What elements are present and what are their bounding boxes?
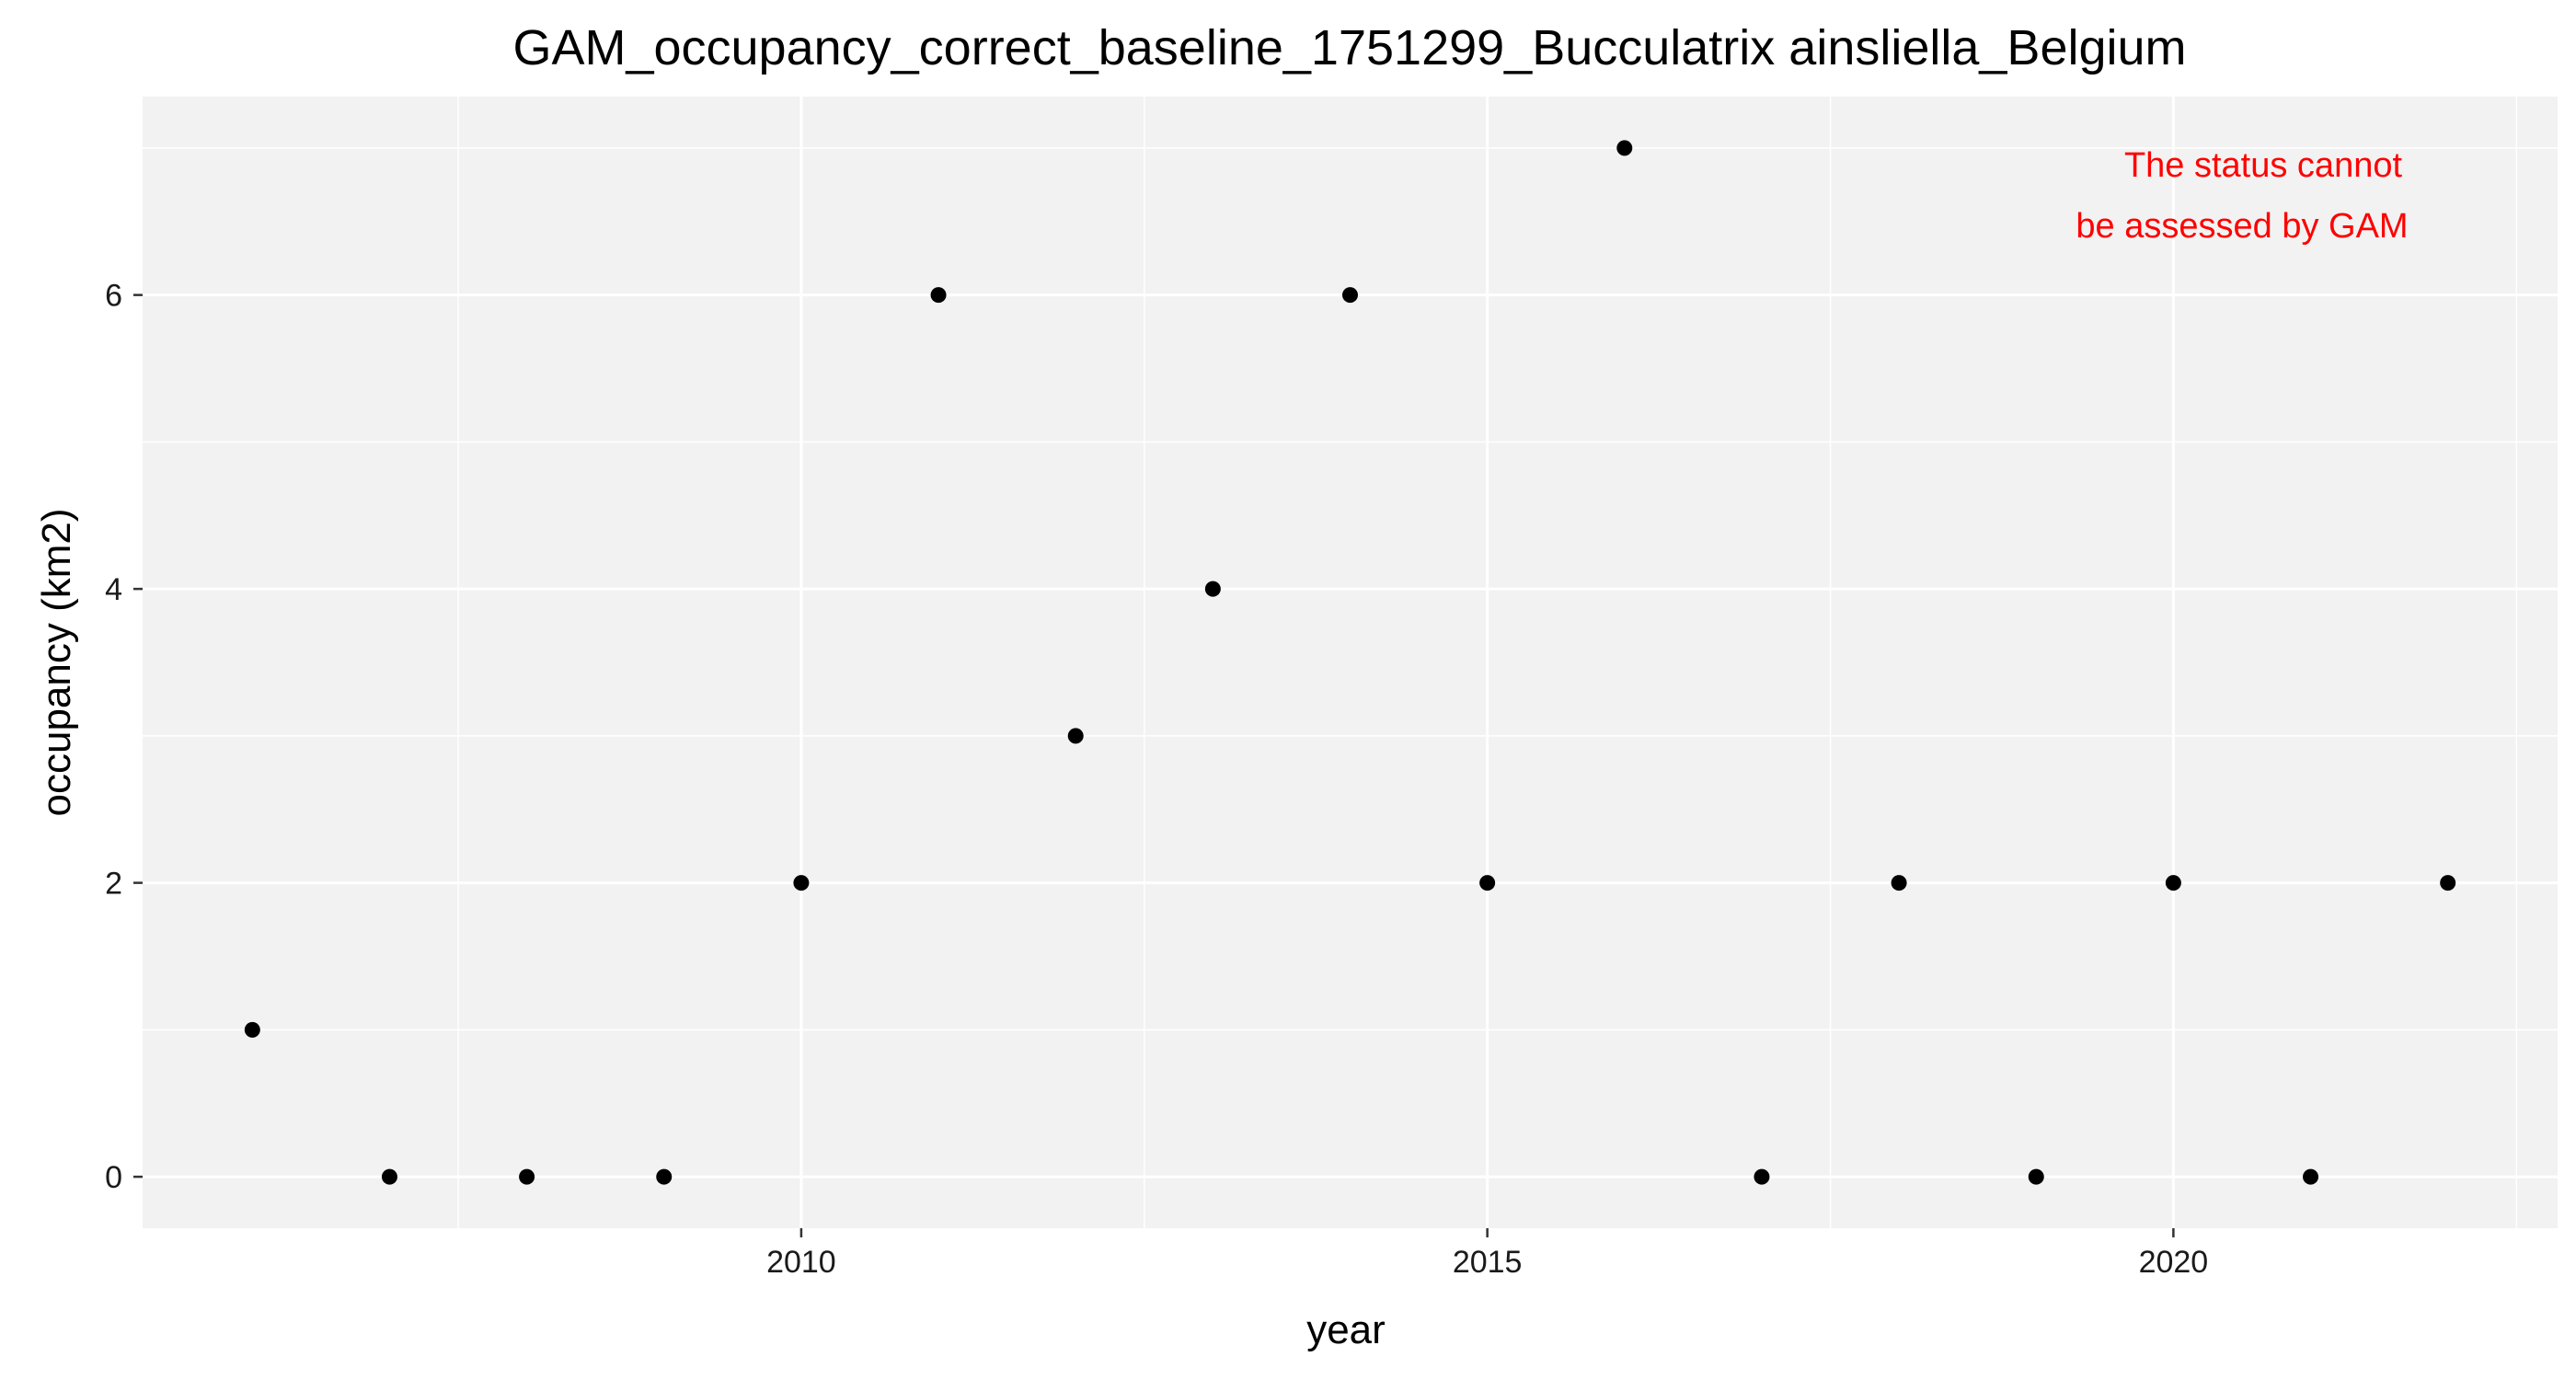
- y-tick-label: 2: [105, 867, 122, 902]
- data-points: [244, 140, 2456, 1185]
- annotation-line: The status cannot: [2124, 146, 2403, 185]
- annotation-line: be assessed by GAM: [2076, 207, 2408, 246]
- y-tick-label: 6: [105, 279, 122, 314]
- data-point: [930, 287, 947, 304]
- x-tick-label: 2020: [2139, 1245, 2209, 1280]
- data-point: [519, 1168, 535, 1185]
- y-axis-label: occupancy (km2): [34, 508, 79, 816]
- data-point: [1754, 1168, 1770, 1185]
- data-point: [1891, 875, 1907, 891]
- data-point: [1479, 875, 1496, 891]
- data-point: [1204, 581, 1221, 597]
- chart-title: GAM_occupancy_correct_baseline_1751299_B…: [512, 20, 2186, 75]
- data-point: [381, 1168, 397, 1185]
- data-point: [2440, 875, 2456, 891]
- status-annotation: The status cannot be assessed by GAM: [2076, 146, 2408, 246]
- data-point: [1342, 287, 1358, 304]
- data-point: [1067, 728, 1084, 744]
- plot-panel: [143, 97, 2558, 1228]
- y-tick-label: 0: [105, 1160, 122, 1195]
- data-point: [793, 875, 810, 891]
- axis-ticks: 2010 2015 2020 0 2 4 6: [105, 279, 2208, 1280]
- x-axis-label: year: [1306, 1307, 1386, 1352]
- data-point: [244, 1021, 260, 1038]
- data-point: [2028, 1168, 2044, 1185]
- data-point: [656, 1168, 673, 1185]
- data-point: [2165, 875, 2181, 891]
- minor-gridlines: [143, 97, 2558, 1228]
- data-point: [2303, 1168, 2319, 1185]
- y-tick-label: 4: [105, 572, 122, 607]
- data-point: [1616, 140, 1633, 156]
- x-tick-label: 2010: [766, 1245, 836, 1280]
- x-tick-label: 2015: [1453, 1245, 1523, 1280]
